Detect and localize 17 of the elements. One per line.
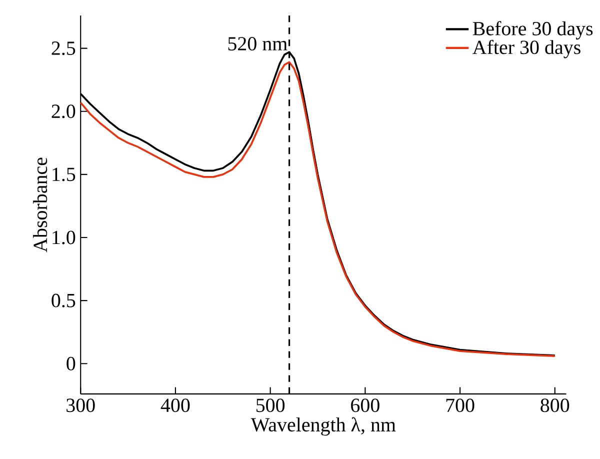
ref-line-label: 520 nm [228, 37, 288, 51]
x-tick-label: 600 [351, 398, 380, 412]
y-axis-title: Absorbance [33, 158, 48, 252]
x-tick-label: 400 [160, 398, 190, 412]
y-tick-label: 0.5 [52, 294, 76, 308]
x-tick-label: 800 [540, 398, 570, 412]
y-tick-label: 1.0 [52, 230, 76, 244]
x-tick-label: 700 [446, 398, 474, 412]
y-tick-label: 1.5 [52, 168, 76, 182]
x-tick-label: 300 [66, 398, 95, 412]
x-axis-title: Wavelength λ, nm [250, 417, 396, 436]
y-tick-label: 2.5 [52, 42, 76, 56]
x-tick-label: 500 [256, 398, 285, 412]
legend-label: Before 30 days [472, 21, 593, 40]
y-tick-label: 2.0 [52, 104, 76, 118]
legend-label: After 30 days [472, 40, 580, 58]
y-tick-label: 0 [66, 357, 76, 371]
